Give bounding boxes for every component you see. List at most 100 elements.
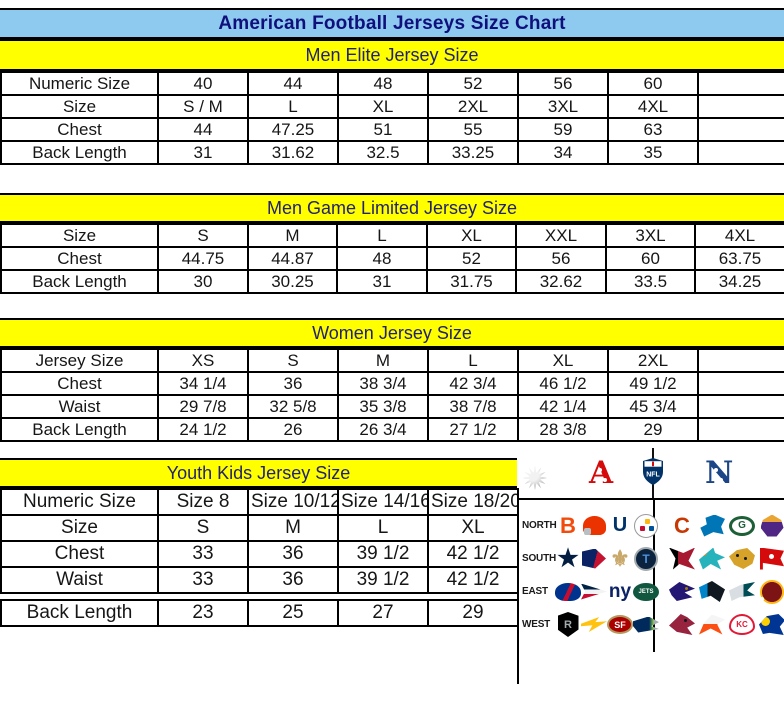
row-label-cell: Size bbox=[0, 223, 159, 248]
value-cell: 56 bbox=[515, 246, 607, 271]
division-row-east: EAST ny JETS bbox=[519, 575, 784, 608]
spacer bbox=[0, 165, 784, 193]
value-cell: 29 bbox=[427, 599, 519, 627]
nfc-team-group: KC bbox=[669, 612, 784, 638]
value-cell: 3XL bbox=[605, 223, 696, 248]
value-cell: 31.75 bbox=[426, 269, 517, 294]
vikings-logo-icon bbox=[759, 513, 784, 539]
packers-logo-icon: G bbox=[729, 513, 755, 539]
section-header-label: Youth Kids Jersey Size bbox=[166, 462, 351, 483]
value-cell bbox=[697, 71, 784, 96]
row-label-cell: Chest bbox=[0, 540, 159, 568]
afc-team-group: ★ ⚜ T bbox=[555, 545, 658, 572]
table-row: Chest 44 47.25 51 55 59 63 bbox=[0, 117, 784, 142]
value-cell: 33 bbox=[157, 540, 249, 568]
table-row: Size S / M L XL 2XL 3XL 4XL bbox=[0, 94, 784, 119]
value-cell: 42 1/2 bbox=[427, 540, 519, 568]
value-cell: 31.62 bbox=[247, 140, 339, 165]
section-header-men-elite: Men Elite Jersey Size bbox=[0, 41, 784, 71]
cardinals-logo-icon bbox=[669, 612, 695, 638]
value-cell bbox=[697, 371, 784, 396]
value-cell: XL bbox=[426, 223, 517, 248]
falcons-logo-icon bbox=[669, 546, 695, 572]
panthers-logo-icon bbox=[699, 579, 725, 605]
value-cell: Size 14/16 bbox=[337, 488, 429, 516]
value-cell: M bbox=[337, 348, 429, 373]
rams-logo-icon bbox=[759, 612, 784, 638]
row-label-cell: Back Length bbox=[0, 417, 159, 442]
table-row: Size S M L XL XXL 3XL 4XL bbox=[0, 223, 784, 248]
division-label: SOUTH bbox=[522, 553, 557, 564]
youth-section: Youth Kids Jersey Size Numeric Size Size … bbox=[0, 458, 519, 627]
jets-logo-icon: JETS bbox=[633, 579, 659, 605]
table-row: Waist 33 36 39 1/2 42 1/2 bbox=[0, 566, 519, 594]
value-cell: 36 bbox=[247, 566, 339, 594]
value-cell: 3XL bbox=[517, 94, 609, 119]
value-cell: 44 bbox=[247, 71, 339, 96]
value-cell: XXL bbox=[515, 223, 607, 248]
chargers-logo-icon bbox=[581, 612, 607, 638]
row-label-cell: Waist bbox=[0, 394, 159, 419]
row-label-cell: Numeric Size bbox=[0, 71, 159, 96]
afc-team-group: R SF bbox=[555, 612, 659, 638]
ravens-logo-icon bbox=[669, 579, 695, 605]
row-label-cell: Jersey Size bbox=[0, 348, 159, 373]
value-cell: 34 bbox=[517, 140, 609, 165]
row-label-cell: Back Length bbox=[0, 269, 159, 294]
row-label-cell: Back Length bbox=[0, 140, 159, 165]
texans-logo-icon bbox=[581, 546, 607, 572]
value-cell: 44.75 bbox=[157, 246, 249, 271]
value-cell bbox=[697, 348, 784, 373]
division-row-south: SOUTH ★ ⚜ T bbox=[519, 542, 784, 575]
value-cell: M bbox=[247, 223, 338, 248]
row-label-cell: Waist bbox=[0, 566, 159, 594]
bottom-section: Youth Kids Jersey Size Numeric Size Size … bbox=[0, 446, 784, 684]
value-cell: 49 1/2 bbox=[607, 371, 699, 396]
division-label: EAST bbox=[522, 586, 548, 597]
value-cell: XL bbox=[337, 94, 429, 119]
section-header-men-game-limited: Men Game Limited Jersey Size bbox=[0, 193, 784, 223]
nfc-team-group bbox=[669, 579, 784, 605]
buccaneers-logo-icon bbox=[759, 546, 784, 572]
table-row: Back Length 30 30.25 31 31.75 32.62 33.5 34.25 bbox=[0, 269, 784, 294]
49ers-logo-icon: SF bbox=[607, 612, 633, 638]
chiefs-logo-icon: KC bbox=[729, 612, 755, 638]
value-cell: XL bbox=[427, 514, 519, 542]
table-row: Size S M L XL bbox=[0, 514, 519, 542]
conference-divider-line bbox=[653, 500, 655, 652]
row-label-cell: Chest bbox=[0, 371, 159, 396]
value-cell: Size 18/20 bbox=[427, 488, 519, 516]
youth-table: Numeric Size Size 8 Size 10/12 Size 14/16 Si… bbox=[0, 488, 519, 594]
value-cell: 34.25 bbox=[694, 269, 784, 294]
value-cell bbox=[697, 417, 784, 442]
value-cell: Size 8 bbox=[157, 488, 249, 516]
dolphins-logo-icon bbox=[699, 546, 725, 572]
row-label-cell: Chest bbox=[0, 246, 159, 271]
value-cell: 33.5 bbox=[605, 269, 696, 294]
value-cell: 30.25 bbox=[247, 269, 338, 294]
redskins-logo-icon bbox=[759, 579, 784, 605]
giants-logo-icon: ny bbox=[608, 580, 632, 602]
value-cell: 40 bbox=[157, 71, 249, 96]
table-row: Chest 34 1/4 36 38 3/4 42 3/4 46 1/2 49 1/2 bbox=[0, 371, 784, 396]
section-header-women: Women Jersey Size bbox=[0, 318, 784, 348]
men-elite-table: Numeric Size 40 44 48 52 56 60 Size S / M L XL 2XL 3… bbox=[0, 71, 784, 165]
value-cell: S bbox=[157, 223, 249, 248]
value-cell: 51 bbox=[337, 117, 429, 142]
value-cell: 34 1/4 bbox=[157, 371, 249, 396]
value-cell: 26 3/4 bbox=[337, 417, 429, 442]
value-cell: 55 bbox=[427, 117, 519, 142]
nfc-team-group bbox=[669, 546, 784, 572]
row-label-cell: Back Length bbox=[0, 599, 159, 627]
value-cell: 63.75 bbox=[694, 246, 784, 271]
value-cell: 4XL bbox=[694, 223, 784, 248]
title-bar: American Football Jerseys Size Chart bbox=[0, 8, 784, 41]
afc-team-group: ny JETS bbox=[555, 579, 659, 605]
seahawks-logo-icon bbox=[633, 612, 659, 638]
women-table: Jersey Size XS S M L XL 2XL Chest 34 1/4 36 38 3/4… bbox=[0, 348, 784, 442]
value-cell: 38 7/8 bbox=[427, 394, 519, 419]
eagles-logo-icon bbox=[729, 579, 755, 605]
conference-logos-row: A NFL N bbox=[517, 446, 784, 498]
value-cell: 52 bbox=[427, 71, 519, 96]
table-row: Back Length 31 31.62 32.5 33.25 34 35 bbox=[0, 140, 784, 165]
